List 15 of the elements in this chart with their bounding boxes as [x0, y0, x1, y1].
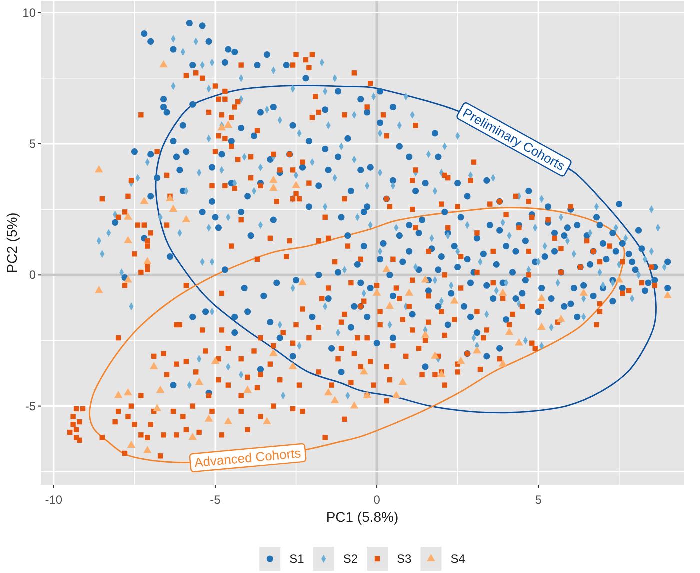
y-tick-label: 5 — [29, 136, 36, 151]
y-tick-label: 0 — [29, 268, 36, 282]
legend-label: S1 — [290, 552, 305, 566]
annotation: Advanced Cohorts — [194, 446, 302, 470]
legend-label: S2 — [343, 552, 358, 566]
x-tick-label: 0 — [374, 493, 381, 507]
y-tick-label: -5 — [25, 399, 36, 414]
legend-label: S3 — [397, 552, 412, 566]
x-tick-label: -10 — [45, 493, 63, 507]
y-tick-label: 10 — [22, 6, 36, 20]
y-axis-title: PC2 (5%) — [4, 212, 20, 274]
x-tick-label: 5 — [535, 493, 542, 507]
legend-label: S4 — [450, 552, 466, 566]
x-tick-label: -5 — [210, 493, 222, 507]
x-axis-title: PC1 (5.8%) — [326, 509, 399, 525]
